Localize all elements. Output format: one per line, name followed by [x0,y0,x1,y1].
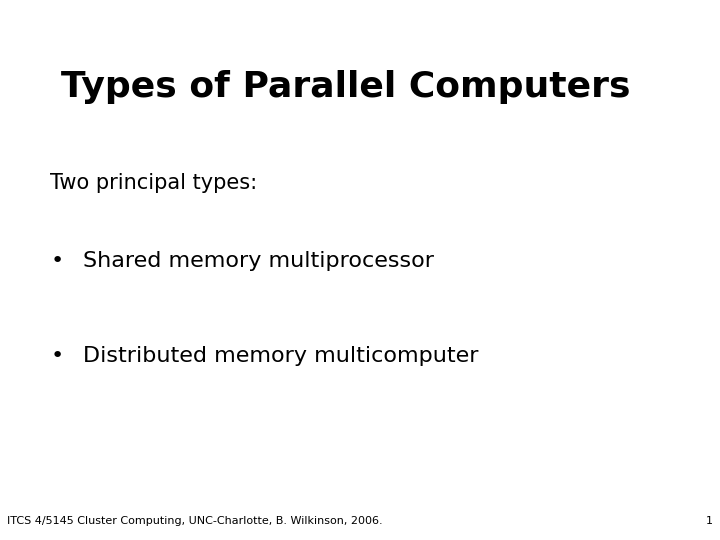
Text: ITCS 4/5145 Cluster Computing, UNC-Charlotte, B. Wilkinson, 2006.: ITCS 4/5145 Cluster Computing, UNC-Charl… [7,516,383,526]
Text: Distributed memory multicomputer: Distributed memory multicomputer [83,346,478,366]
Text: Shared memory multiprocessor: Shared memory multiprocessor [83,251,433,271]
Text: Two principal types:: Two principal types: [50,173,258,193]
Text: •: • [50,346,63,366]
Text: •: • [50,251,63,271]
Text: Types of Parallel Computers: Types of Parallel Computers [61,70,631,104]
Text: 1: 1 [706,516,713,526]
